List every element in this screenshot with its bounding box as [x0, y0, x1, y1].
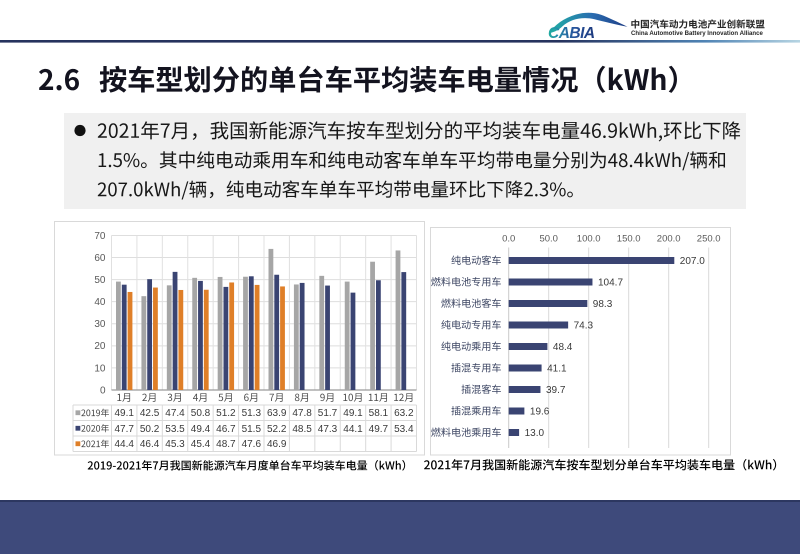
svg-text:50.8: 50.8 [191, 408, 211, 419]
svg-text:47.7: 47.7 [114, 424, 134, 435]
svg-text:42.5: 42.5 [140, 408, 160, 419]
svg-text:49.1: 49.1 [114, 408, 134, 419]
svg-text:250.0: 250.0 [697, 234, 721, 245]
svg-text:104.7: 104.7 [598, 278, 623, 289]
svg-text:51.2: 51.2 [216, 408, 236, 419]
svg-text:39.7: 39.7 [546, 385, 566, 396]
svg-text:58.1: 58.1 [369, 408, 389, 419]
svg-text:50.0: 50.0 [539, 234, 558, 245]
svg-text:63.2: 63.2 [394, 408, 414, 419]
svg-text:45.4: 45.4 [191, 439, 211, 450]
svg-text:44.1: 44.1 [343, 424, 363, 435]
svg-text:49.7: 49.7 [369, 424, 389, 435]
svg-text:44.4: 44.4 [114, 439, 134, 450]
svg-text:207.0: 207.0 [680, 256, 705, 267]
svg-text:74.3: 74.3 [574, 321, 594, 332]
svg-text:51.3: 51.3 [242, 408, 262, 419]
svg-text:48.4: 48.4 [553, 342, 573, 353]
svg-text:50.2: 50.2 [140, 424, 160, 435]
svg-text:40: 40 [94, 297, 106, 308]
svg-text:53.4: 53.4 [394, 424, 414, 435]
svg-text:48.5: 48.5 [292, 424, 312, 435]
svg-text:98.3: 98.3 [593, 299, 613, 310]
svg-text:48.7: 48.7 [216, 439, 236, 450]
svg-text:47.3: 47.3 [318, 424, 338, 435]
svg-text:70: 70 [94, 231, 106, 242]
svg-text:10: 10 [94, 363, 106, 374]
svg-text:200.0: 200.0 [657, 234, 681, 245]
svg-text:0.0: 0.0 [502, 234, 515, 245]
svg-text:19.6: 19.6 [530, 407, 550, 418]
svg-text:49.1: 49.1 [343, 408, 363, 419]
svg-text:47.4: 47.4 [165, 408, 185, 419]
svg-text:45.3: 45.3 [165, 439, 185, 450]
svg-text:47.6: 47.6 [242, 439, 262, 450]
svg-text:49.4: 49.4 [191, 424, 211, 435]
svg-text:46.4: 46.4 [140, 439, 160, 450]
svg-text:41.1: 41.1 [547, 364, 567, 375]
svg-text:47.8: 47.8 [292, 408, 312, 419]
svg-text:52.2: 52.2 [267, 424, 287, 435]
svg-text:100.0: 100.0 [577, 234, 601, 245]
svg-text:53.5: 53.5 [165, 424, 185, 435]
svg-text:46.7: 46.7 [216, 424, 236, 435]
svg-text:30: 30 [94, 319, 106, 330]
svg-text:China Automotive Battery Innov: China Automotive Battery Innovation Alli… [631, 30, 764, 37]
svg-text:46.9: 46.9 [267, 439, 287, 450]
svg-text:51.7: 51.7 [318, 408, 338, 419]
svg-text:150.0: 150.0 [617, 234, 641, 245]
svg-text:CABIA: CABIA [548, 25, 595, 42]
svg-text:63.9: 63.9 [267, 408, 287, 419]
svg-text:20: 20 [94, 341, 106, 352]
svg-text:13.0: 13.0 [525, 428, 545, 439]
svg-text:50: 50 [94, 275, 106, 286]
svg-text:0: 0 [100, 385, 106, 396]
svg-text:60: 60 [94, 253, 106, 264]
svg-text:51.5: 51.5 [242, 424, 262, 435]
